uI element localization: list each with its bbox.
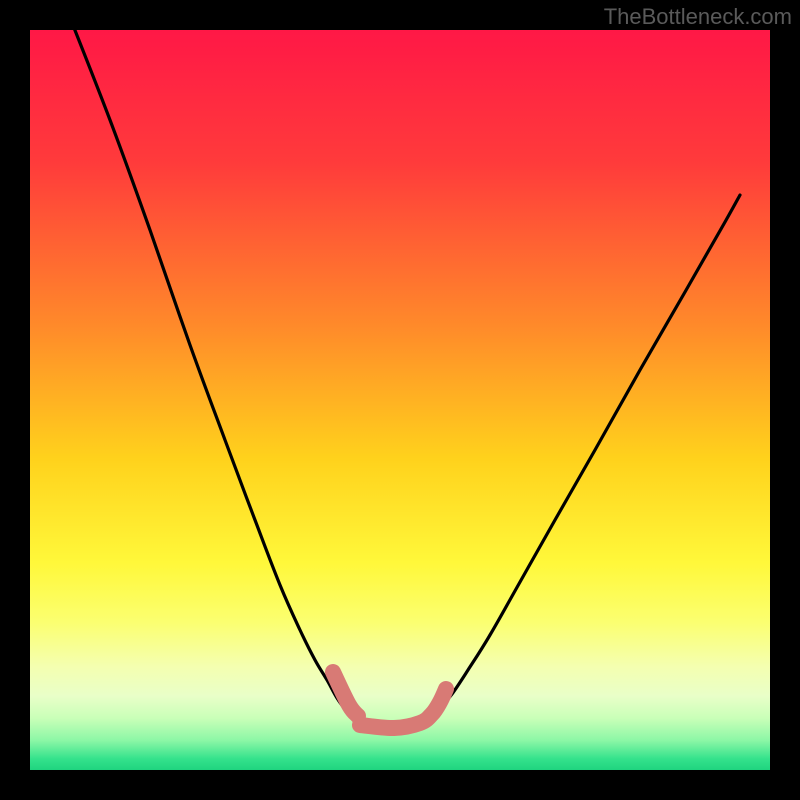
chart-background <box>30 30 770 770</box>
chart-plot-area <box>30 30 770 770</box>
bottleneck-curve-chart <box>30 30 770 770</box>
watermark-text: TheBottleneck.com <box>604 4 792 30</box>
